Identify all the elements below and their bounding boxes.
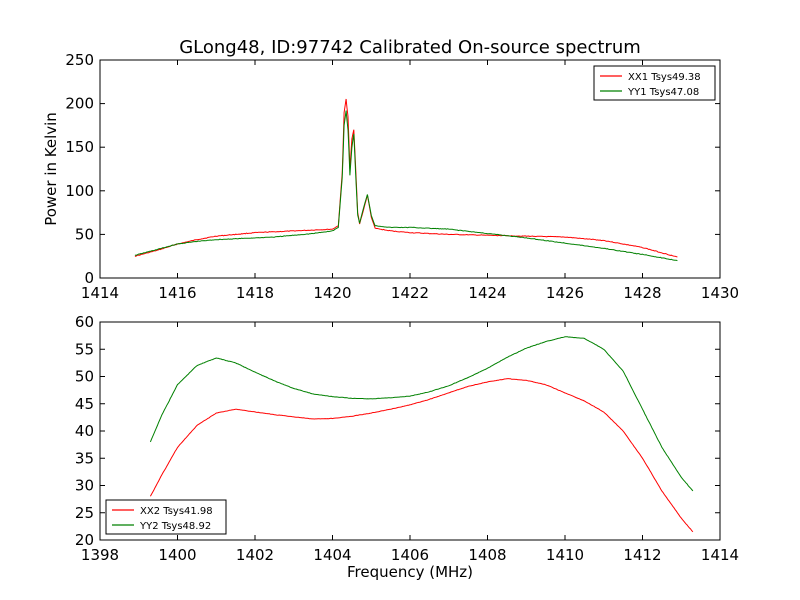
series-line-2 bbox=[149, 336, 694, 492]
legend-box bbox=[593, 65, 716, 101]
y-tick-label: 50 bbox=[75, 225, 94, 243]
legend-label: XX2 Tsys41.98 bbox=[140, 506, 213, 517]
x-tick-label: 1406 bbox=[391, 546, 429, 564]
bottom-x-axis-label: Frequency (MHz) bbox=[347, 563, 473, 581]
x-tick-label: 1402 bbox=[236, 546, 274, 564]
y-tick-label: 25 bbox=[75, 504, 94, 522]
legend-box bbox=[105, 499, 227, 535]
top-plot: 1414 1416 1418 1420 1422 1424 1426 1428 1430 0 50 1… bbox=[65, 51, 739, 302]
y-tick-label: 20 bbox=[75, 531, 94, 549]
y-tick-label: 55 bbox=[75, 340, 94, 358]
y-tick-label: 40 bbox=[75, 422, 94, 440]
y-tick-label: 60 bbox=[75, 313, 94, 331]
x-tick-label: 1420 bbox=[313, 284, 351, 302]
legend-label: YY1 Tsys47.08 bbox=[627, 87, 699, 98]
x-tick-label: 1426 bbox=[546, 284, 584, 302]
y-tick-label: 45 bbox=[75, 395, 94, 413]
bottom-plot: 1398 1400 1402 1404 1406 1408 1410 1412 1414 20 25… bbox=[75, 313, 739, 564]
x-tick-label: 1408 bbox=[468, 546, 506, 564]
y-tick-label: 50 bbox=[75, 368, 94, 386]
x-tick-label: 1400 bbox=[158, 546, 196, 564]
top-y-axis-label: Power in Kelvin bbox=[42, 112, 60, 226]
y-tick-label: 250 bbox=[65, 51, 94, 69]
x-tick-label: 1416 bbox=[158, 284, 196, 302]
x-tick-label: 1430 bbox=[701, 284, 739, 302]
x-tick-label: 1418 bbox=[236, 284, 274, 302]
y-tick-label: 30 bbox=[75, 477, 94, 495]
x-tick-label: 1428 bbox=[623, 284, 661, 302]
y-tick-label: 150 bbox=[65, 138, 94, 156]
x-tick-label: 1424 bbox=[468, 284, 506, 302]
y-tick-label: 0 bbox=[84, 269, 94, 287]
y-tick-label: 200 bbox=[65, 95, 94, 113]
y-tick-label: 100 bbox=[65, 182, 94, 200]
x-tick-label: 1414 bbox=[701, 546, 739, 564]
legend-label: YY2 Tsys48.92 bbox=[139, 521, 211, 532]
x-tick-label: 1404 bbox=[313, 546, 351, 564]
legend-label: XX1 Tsys49.38 bbox=[628, 72, 701, 83]
series-line-2 bbox=[134, 110, 678, 262]
x-tick-label: 1410 bbox=[546, 546, 584, 564]
x-tick-label: 1398 bbox=[81, 546, 119, 564]
series-line-1 bbox=[134, 98, 678, 258]
x-tick-label: 1422 bbox=[391, 284, 429, 302]
series-line-1 bbox=[149, 378, 694, 533]
x-tick-label: 1412 bbox=[623, 546, 661, 564]
y-tick-label: 35 bbox=[75, 449, 94, 467]
chart-title: GLong48, ID:97742 Calibrated On-source s… bbox=[179, 37, 641, 58]
x-tick-label: 1414 bbox=[81, 284, 119, 302]
